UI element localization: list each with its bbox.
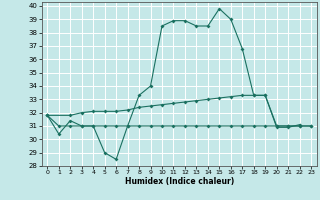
X-axis label: Humidex (Indice chaleur): Humidex (Indice chaleur) [124, 177, 234, 186]
